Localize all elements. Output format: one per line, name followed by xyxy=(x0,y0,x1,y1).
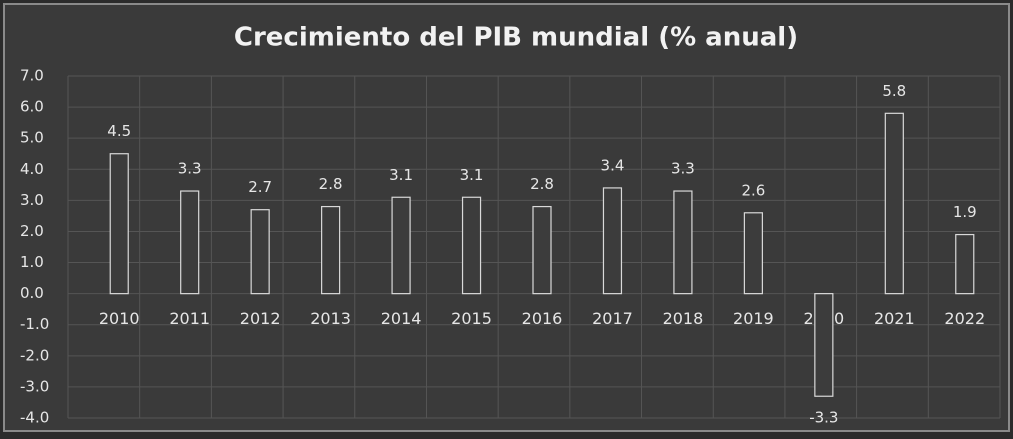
bar xyxy=(814,293,834,397)
x-tick-label: 2021 xyxy=(874,309,915,328)
bar xyxy=(602,187,623,295)
data-label: 3.1 xyxy=(389,166,413,184)
bar xyxy=(673,190,693,295)
y-tick-label: 3.0 xyxy=(20,191,44,209)
x-tick-label: 2016 xyxy=(522,309,563,328)
data-label: 3.3 xyxy=(178,160,202,178)
bar xyxy=(532,205,552,295)
bar xyxy=(391,196,411,295)
y-tick-label: 7.0 xyxy=(20,67,44,85)
x-tick-label: 2019 xyxy=(733,309,774,328)
x-tick-label: 2011 xyxy=(169,309,210,328)
x-tick-label: 2015 xyxy=(451,309,492,328)
y-tick-label: 1.0 xyxy=(20,253,44,271)
x-tick-label: 2017 xyxy=(592,309,633,328)
x-tick-label: 2010 xyxy=(99,309,140,328)
data-label: 1.9 xyxy=(953,203,977,221)
x-tick-label: 2014 xyxy=(381,309,422,328)
bar xyxy=(955,233,975,295)
bar xyxy=(743,212,763,295)
y-tick-label: 6.0 xyxy=(20,98,44,116)
bar xyxy=(109,153,129,295)
bar xyxy=(461,196,482,295)
data-label: 4.5 xyxy=(107,122,131,140)
chart-background xyxy=(3,3,1010,432)
x-tick-label: 2022 xyxy=(944,309,985,328)
data-label: 2.7 xyxy=(248,178,272,196)
bar xyxy=(250,209,270,295)
y-tick-label: -3.0 xyxy=(20,377,49,395)
data-label: 3.4 xyxy=(601,156,625,174)
bar xyxy=(321,205,341,295)
x-tick-label: 2012 xyxy=(240,309,281,328)
y-tick-label: -1.0 xyxy=(20,315,49,333)
x-tick-label: 2013 xyxy=(310,309,351,328)
y-tick-label: -2.0 xyxy=(20,346,49,364)
data-label: 2.6 xyxy=(741,181,765,199)
bar xyxy=(884,112,904,295)
data-label: 3.3 xyxy=(671,160,695,178)
x-tick-label: 2018 xyxy=(663,309,704,328)
y-tick-label: 4.0 xyxy=(20,160,44,178)
data-label: 3.1 xyxy=(460,166,484,184)
data-label: 2.8 xyxy=(319,175,343,193)
data-label: 2.8 xyxy=(530,175,554,193)
y-tick-label: 2.0 xyxy=(20,222,44,240)
y-tick-label: 5.0 xyxy=(20,129,44,147)
data-label: 5.8 xyxy=(882,82,906,100)
y-tick-label: -4.0 xyxy=(20,409,49,427)
y-tick-label: 0.0 xyxy=(20,284,44,302)
bar xyxy=(180,190,200,295)
chart-title: Crecimiento del PIB mundial (% anual) xyxy=(234,23,798,53)
data-label: -3.3 xyxy=(809,409,838,427)
